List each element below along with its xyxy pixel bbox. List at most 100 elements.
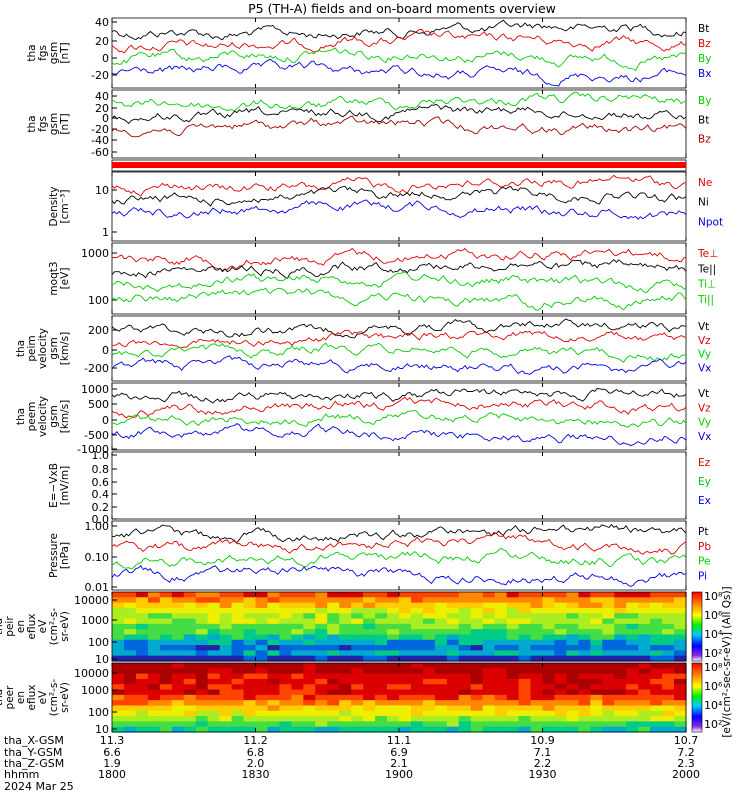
colorbar-label: 10² [704, 718, 722, 731]
y-tick-label: 1000 [81, 247, 109, 260]
spectrogram-cell [614, 618, 627, 625]
spectrogram-cell [566, 650, 579, 657]
spectrogram-cell [231, 650, 245, 657]
spectrogram-cell [542, 684, 556, 691]
spectrogram-cell [135, 710, 149, 717]
x-axis-row-label: hhmm [4, 768, 39, 781]
spectrogram-cell [303, 597, 316, 604]
spectrogram-cell [255, 726, 269, 733]
spectrogram-cell [159, 694, 173, 701]
spectrogram-cell [422, 597, 436, 604]
y-tick-label: -40 [91, 134, 109, 147]
spectrogram-cell [554, 678, 568, 685]
spectrogram-cell [315, 716, 328, 722]
spectrogram-cell [626, 700, 639, 707]
spectrogram-cell [303, 700, 316, 707]
spectrogram-cell [363, 602, 376, 609]
spectrogram-cell [614, 663, 627, 669]
spectrogram-cell [363, 639, 376, 646]
spectrogram-cell [650, 668, 663, 675]
spectrogram-cell [375, 694, 388, 701]
y-axis-label: Density [48, 187, 60, 227]
spectrogram-cell [422, 668, 436, 675]
spectrogram-cell [303, 613, 316, 620]
spectrogram-cell [267, 639, 281, 646]
spectrogram-cell [590, 623, 603, 630]
spectrogram-cell [650, 721, 663, 728]
spectrogram-cell [458, 629, 472, 636]
spectrogram-cell [291, 623, 304, 630]
spectrogram-cell [662, 645, 675, 651]
spectrogram-cell [171, 623, 185, 630]
spectrogram-cell [602, 700, 615, 707]
spectrogram-cell [434, 639, 448, 646]
spectrogram-cell [159, 721, 173, 728]
series-line-Ti⊥ [111, 271, 687, 293]
spectrogram-cell [255, 613, 269, 620]
spectrogram-cell [159, 639, 173, 646]
spectrogram-cell [303, 689, 316, 696]
spectrogram-cell [446, 592, 460, 598]
spectrogram-cell [422, 592, 436, 598]
spectrogram-cell [434, 663, 448, 669]
spectrogram-cell [638, 721, 651, 728]
y-axis-label: [nPa] [59, 542, 71, 569]
spectrogram-cell [446, 716, 460, 722]
spectrogram-cell [410, 710, 424, 717]
spectrogram-cell [243, 623, 257, 630]
spectrogram-cell [123, 684, 137, 691]
spectrogram-cell [638, 700, 651, 707]
spectrogram-cell [554, 629, 568, 636]
spectrogram-cell [279, 673, 292, 680]
spectrogram-cell [674, 634, 687, 641]
spectrogram-cell [638, 618, 651, 625]
spectrogram-cell [303, 705, 316, 712]
spectrogram-cell [518, 726, 532, 733]
spectrogram-cell [231, 726, 245, 733]
spectrogram-cell [542, 592, 556, 598]
spectrogram-cell [530, 689, 544, 696]
spectrogram-cell [279, 650, 292, 657]
spectrogram-cell [566, 726, 579, 733]
legend-entry: Pt [698, 526, 708, 538]
spectrogram-cell [387, 645, 400, 651]
spectrogram-cell [279, 597, 292, 604]
spectrogram-cell [614, 592, 627, 598]
spectrogram-cell [554, 673, 568, 680]
spectrogram-cell [422, 663, 436, 669]
spectrogram-cell [183, 668, 197, 675]
y-tick-label: 10000 [74, 667, 109, 680]
spectrogram-cell [327, 678, 340, 685]
series-line-By [111, 47, 687, 72]
spectrogram-cell [123, 613, 137, 620]
spectrogram-cell [470, 673, 484, 680]
spectrogram-cell [147, 623, 161, 630]
y-tick-label: 0.0 [92, 513, 110, 526]
spectrogram-cell [542, 613, 556, 620]
spectrogram-cell [267, 673, 281, 680]
series-line-Vy [111, 409, 687, 428]
spectrogram-cell [662, 678, 675, 685]
y-axis-label: Pressure [48, 533, 60, 578]
series-line-Vz [111, 329, 687, 349]
spectrogram-cell [518, 663, 532, 669]
spectrogram-cell [183, 618, 197, 625]
spectrogram-cell [339, 673, 352, 680]
spectrogram-cell [363, 655, 376, 662]
spectrogram-cell [530, 663, 544, 669]
spectrogram-cell [482, 694, 496, 701]
spectrogram-cell [159, 716, 173, 722]
spectrogram-cell [267, 597, 281, 604]
spectrogram-cell [494, 705, 508, 712]
spectrogram-cell [626, 613, 639, 620]
spectrogram-cell [195, 602, 209, 609]
spectrogram-cell [171, 673, 185, 680]
spectrogram-cell [363, 716, 376, 722]
spectrogram-cell [255, 716, 269, 722]
spectrogram-cell [195, 668, 209, 675]
spectrogram-cell [399, 668, 412, 675]
spectrogram-cell [674, 597, 687, 604]
spectrogram-cell [506, 639, 520, 646]
spectrogram-cell [375, 726, 388, 733]
spectrogram-cell [602, 634, 615, 641]
